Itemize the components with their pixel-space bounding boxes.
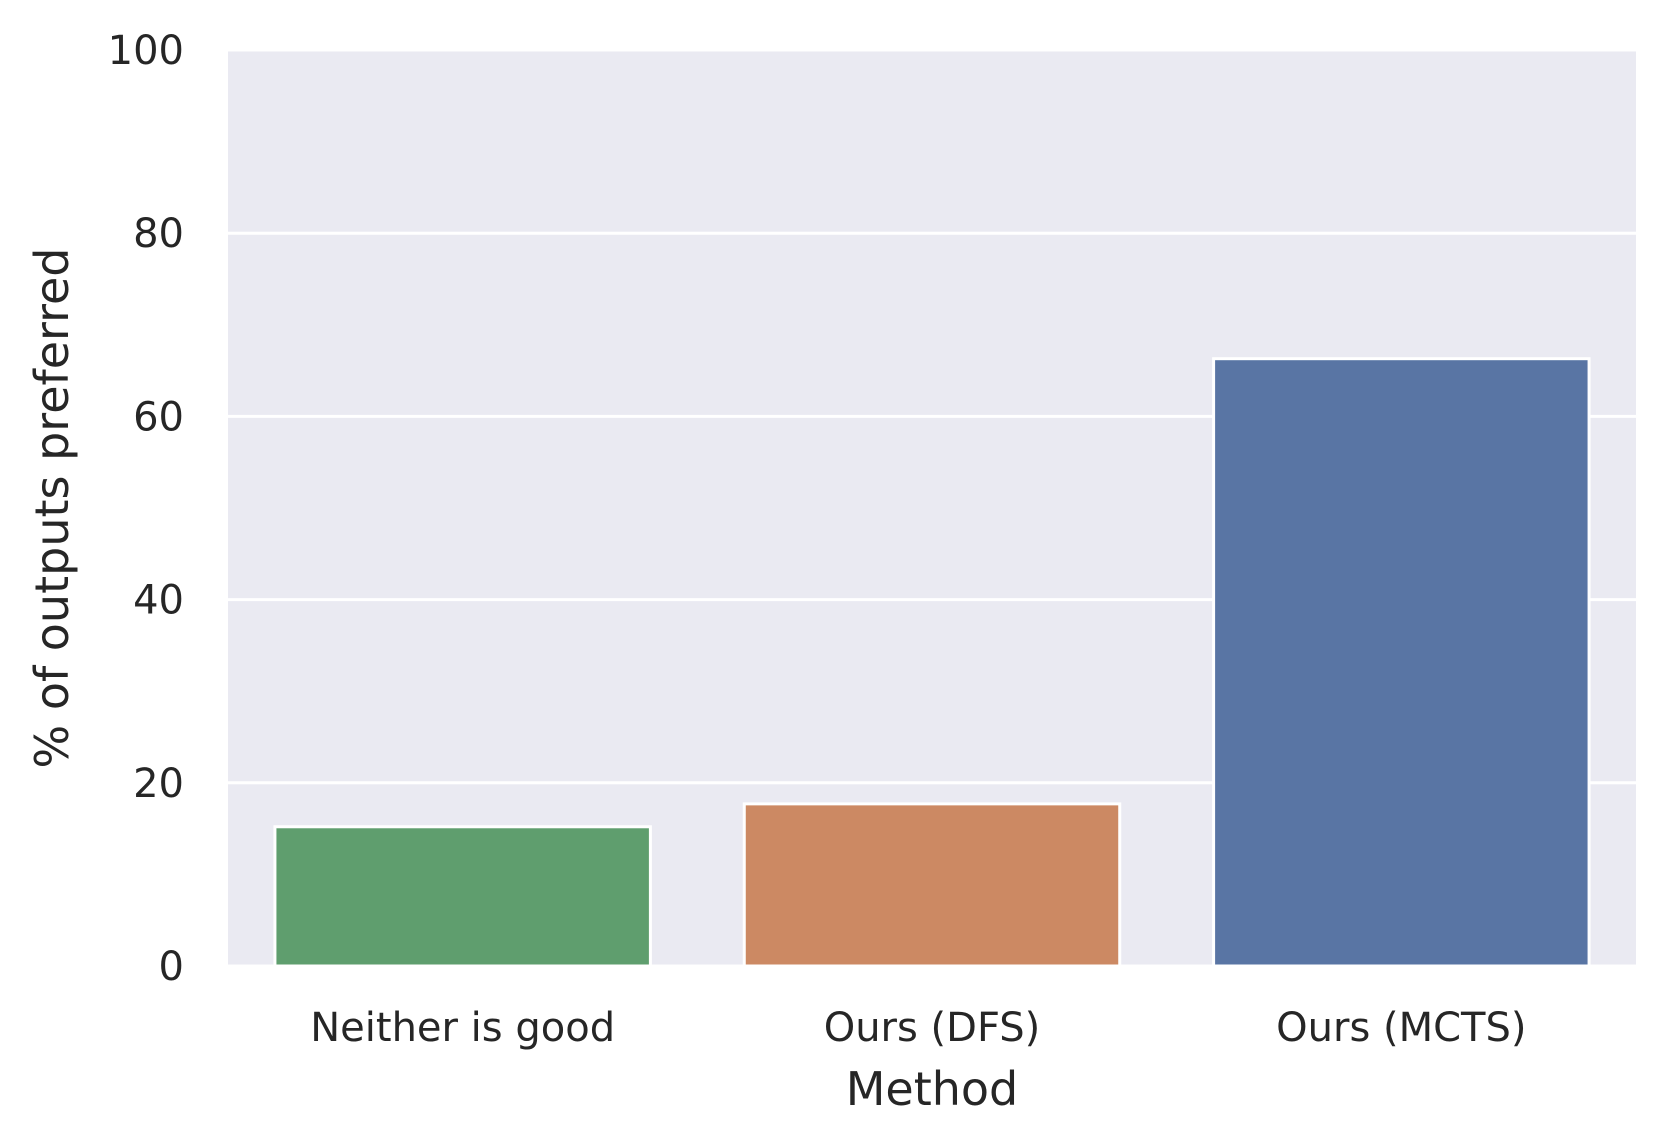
x-tick-label: Ours (MCTS) xyxy=(1276,1005,1526,1051)
y-tick-label: 80 xyxy=(133,211,184,257)
x-tick-label: Neither is good xyxy=(310,1005,615,1051)
y-tick-label: 60 xyxy=(133,394,184,440)
x-axis-ticks: Neither is good Ours (DFS) Ours (MCTS) xyxy=(310,1005,1526,1051)
bar-neither-is-good xyxy=(273,825,652,968)
x-tick-label: Ours (DFS) xyxy=(824,1005,1041,1051)
y-axis-label: % of outputs preferred xyxy=(25,247,79,768)
y-tick-label: 40 xyxy=(133,578,184,624)
bar-ours-dfs xyxy=(742,802,1122,968)
x-axis-label: Method xyxy=(846,1062,1019,1116)
bars xyxy=(273,357,1591,968)
y-tick-label: 20 xyxy=(133,761,184,807)
y-tick-label: 100 xyxy=(108,28,184,74)
y-tick-label: 0 xyxy=(159,944,184,990)
y-axis-ticks: 0 20 40 60 80 100 xyxy=(108,28,184,990)
bar-ours-mcts xyxy=(1212,357,1591,968)
